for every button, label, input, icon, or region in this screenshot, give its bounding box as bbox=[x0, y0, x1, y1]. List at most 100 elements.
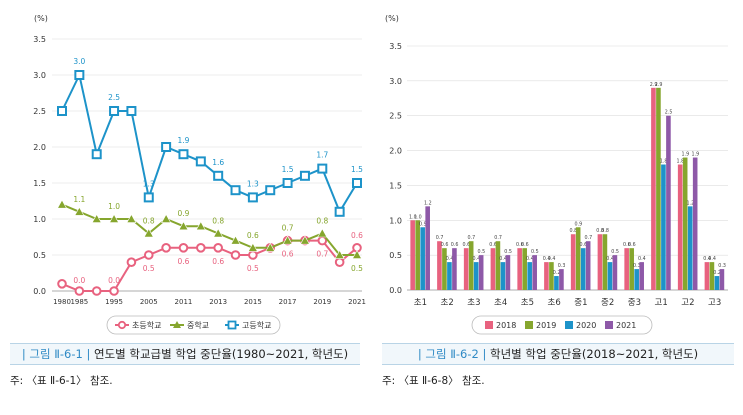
data-point bbox=[74, 206, 85, 216]
bar bbox=[473, 262, 479, 290]
data-point bbox=[126, 106, 137, 116]
legend: 초등학교 중학교 고등학교 bbox=[106, 315, 281, 335]
bar bbox=[639, 262, 644, 290]
data-label: 0.7 bbox=[316, 250, 328, 259]
y-tick-label: 3.0 bbox=[33, 71, 46, 80]
x-tick-label: 초5 bbox=[521, 298, 534, 308]
bar-value-label: 0.3 bbox=[718, 263, 726, 269]
legend-swatch bbox=[485, 321, 493, 329]
legend-label: 2021 bbox=[616, 321, 636, 330]
legend-label: 2020 bbox=[576, 321, 596, 330]
line-chart: (%) 0.0 0.5 1.0 1.5 2.0 2.5 3.0 3.5 1980 1985 1995 2… bbox=[33, 14, 366, 335]
data-point bbox=[143, 192, 154, 203]
data-label: 1.0 bbox=[108, 202, 120, 211]
y-axis-unit: (%) bbox=[34, 14, 48, 23]
bar-value-label: 1.2 bbox=[424, 200, 432, 206]
bar bbox=[532, 255, 537, 290]
data-label: 0.5 bbox=[143, 264, 155, 273]
bar-value-label: 0.5 bbox=[531, 249, 539, 255]
legend-label: 2019 bbox=[536, 321, 556, 330]
data-point bbox=[247, 242, 258, 252]
x-tick-label: 2019 bbox=[313, 298, 331, 306]
bar-value-label: 0.4 bbox=[703, 256, 711, 262]
bar-value-label: 0.8 bbox=[596, 228, 604, 234]
x-tick-label: 초4 bbox=[494, 298, 507, 308]
x-tick-label: 고3 bbox=[708, 298, 721, 308]
bar-value-label: 0.6 bbox=[489, 242, 497, 248]
data-point bbox=[91, 149, 102, 160]
data-point bbox=[56, 199, 68, 209]
bar-value-label: 0.6 bbox=[451, 242, 459, 248]
bar-value-label: 2.9 bbox=[650, 82, 658, 88]
y-tick-label: 3.5 bbox=[389, 42, 402, 51]
bar-value-label: 0.4 bbox=[446, 256, 454, 262]
bar bbox=[661, 164, 666, 290]
legend-label: 초등학교 bbox=[132, 320, 161, 330]
y-tick-label: 2.5 bbox=[389, 112, 402, 121]
bar-value-label: 1.9 bbox=[682, 152, 690, 158]
data-point bbox=[109, 213, 120, 223]
legend-marker bbox=[227, 320, 237, 330]
data-point bbox=[282, 178, 293, 188]
data-point bbox=[247, 192, 258, 203]
bar-value-label: 0.6 bbox=[463, 242, 471, 248]
bar bbox=[463, 248, 469, 290]
x-tick-label: 2013 bbox=[209, 298, 227, 306]
bar-value-label: 0.9 bbox=[575, 221, 583, 227]
figure-caption-left: | 그림 Ⅱ-6-1 | 연도별 학교급별 학업 중단율(1980~2021, … bbox=[10, 343, 360, 365]
data-point bbox=[352, 178, 362, 188]
bar bbox=[425, 206, 430, 290]
bar bbox=[677, 164, 683, 290]
x-tick-label: 초1 bbox=[414, 298, 427, 308]
series-line-고등학교 bbox=[61, 71, 358, 215]
data-label: 0.6 bbox=[282, 250, 294, 259]
bar-value-label: 0.6 bbox=[628, 242, 636, 248]
x-tick-label: 2011 bbox=[175, 298, 193, 306]
data-label: 0.8 bbox=[212, 216, 224, 225]
y-tick-label: 1.5 bbox=[33, 179, 46, 188]
bar bbox=[692, 157, 698, 290]
bar bbox=[714, 276, 720, 290]
bar bbox=[612, 255, 618, 290]
data-point bbox=[265, 242, 276, 252]
legend-marker bbox=[117, 320, 127, 330]
data-label: 1.7 bbox=[316, 151, 328, 160]
data-point bbox=[317, 163, 328, 174]
bar-value-label: 0.6 bbox=[580, 242, 588, 248]
data-point bbox=[161, 142, 172, 152]
data-point bbox=[109, 106, 120, 116]
data-point bbox=[299, 170, 310, 181]
bar bbox=[410, 220, 415, 290]
data-label: 0.8 bbox=[316, 216, 328, 225]
bar-value-label: 2.5 bbox=[665, 110, 673, 116]
bar bbox=[666, 115, 671, 290]
bar bbox=[651, 87, 656, 290]
data-label: 2.5 bbox=[108, 93, 120, 102]
data-label: 0.6 bbox=[247, 231, 259, 240]
bar bbox=[452, 248, 457, 290]
y-tick-label: 3.0 bbox=[389, 77, 402, 86]
legend-box bbox=[106, 315, 281, 335]
bar bbox=[570, 234, 576, 290]
x-tick-label: 중3 bbox=[628, 298, 641, 308]
data-point bbox=[195, 156, 206, 167]
bar bbox=[554, 276, 559, 290]
bar-value-label: 0.4 bbox=[638, 256, 646, 262]
y-tick-label: 0.0 bbox=[33, 287, 46, 296]
data-point bbox=[143, 250, 154, 260]
x-tick-label: 초2 bbox=[441, 298, 454, 308]
data-point bbox=[161, 243, 171, 253]
bar bbox=[629, 248, 634, 290]
data-label: 1.5 bbox=[282, 165, 294, 174]
bar bbox=[656, 87, 661, 290]
bar-value-label: 0.4 bbox=[526, 256, 534, 262]
x-tick-label: 1980 bbox=[53, 298, 71, 306]
bar bbox=[607, 262, 613, 290]
data-label: 1.6 bbox=[212, 158, 224, 167]
x-tick-label: 2005 bbox=[140, 298, 158, 306]
y-tick-label: 2.0 bbox=[33, 143, 46, 152]
x-tick-label: 초6 bbox=[548, 298, 561, 308]
data-label: 0.7 bbox=[282, 224, 294, 233]
bar-value-label: 0.4 bbox=[473, 256, 481, 262]
source-note-left: 주: 〈표 Ⅱ-6-1〉 참조. bbox=[10, 375, 113, 387]
